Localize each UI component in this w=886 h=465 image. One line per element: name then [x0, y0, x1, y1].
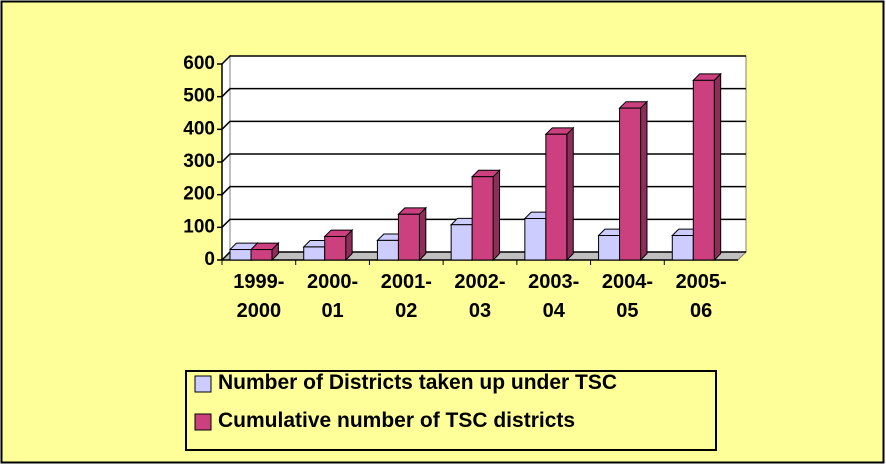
legend-swatch: [194, 413, 212, 431]
bar-side: [713, 72, 722, 262]
y-tick-label: 400: [183, 118, 215, 139]
bar-side: [566, 126, 574, 262]
bar: [250, 249, 273, 261]
y-tick-label: 600: [183, 53, 215, 74]
grid-line: [221, 218, 746, 228]
x-tick-label: 2002-03: [454, 271, 506, 322]
y-tick-label: 100: [183, 216, 215, 237]
legend-swatch: [194, 375, 212, 393]
bar: [524, 218, 547, 261]
bar: [671, 235, 694, 261]
bar: [598, 235, 621, 261]
bar-side: [492, 169, 501, 262]
x-tick-label: 2001-02: [380, 271, 432, 322]
x-tick-label: 2003-04: [528, 271, 580, 322]
bar: [692, 79, 715, 261]
x-tick-label: 2005-06: [675, 271, 727, 322]
bar: [229, 249, 252, 261]
bar: [545, 133, 568, 261]
bar: [303, 246, 326, 261]
legend-box: [185, 370, 717, 451]
x-tick-label: 1999-2000: [233, 271, 285, 322]
x-tick-label: 2000-01: [306, 271, 359, 322]
bar: [619, 107, 642, 261]
y-tick-label: 200: [183, 184, 215, 205]
bar-side: [418, 206, 427, 262]
grid-line: [221, 185, 746, 196]
bar: [471, 176, 494, 261]
bar: [397, 213, 420, 261]
bar-side: [640, 100, 648, 262]
grid-line: [221, 55, 746, 65]
y-tick-label: 0: [204, 249, 215, 270]
y-tick-label: 300: [183, 151, 215, 172]
x-tick-label: 2004-05: [601, 271, 653, 322]
legend-label: Number of Districts taken up under TSC: [218, 371, 618, 394]
legend-label: Cumulative number of TSC districts: [218, 409, 576, 432]
bar: [324, 235, 347, 261]
grid-line: [221, 153, 746, 163]
bar: [450, 224, 473, 261]
bar: [376, 239, 399, 261]
grid-line: [221, 87, 746, 98]
y-tick-label: 500: [183, 86, 215, 107]
grid-line: [221, 120, 746, 130]
